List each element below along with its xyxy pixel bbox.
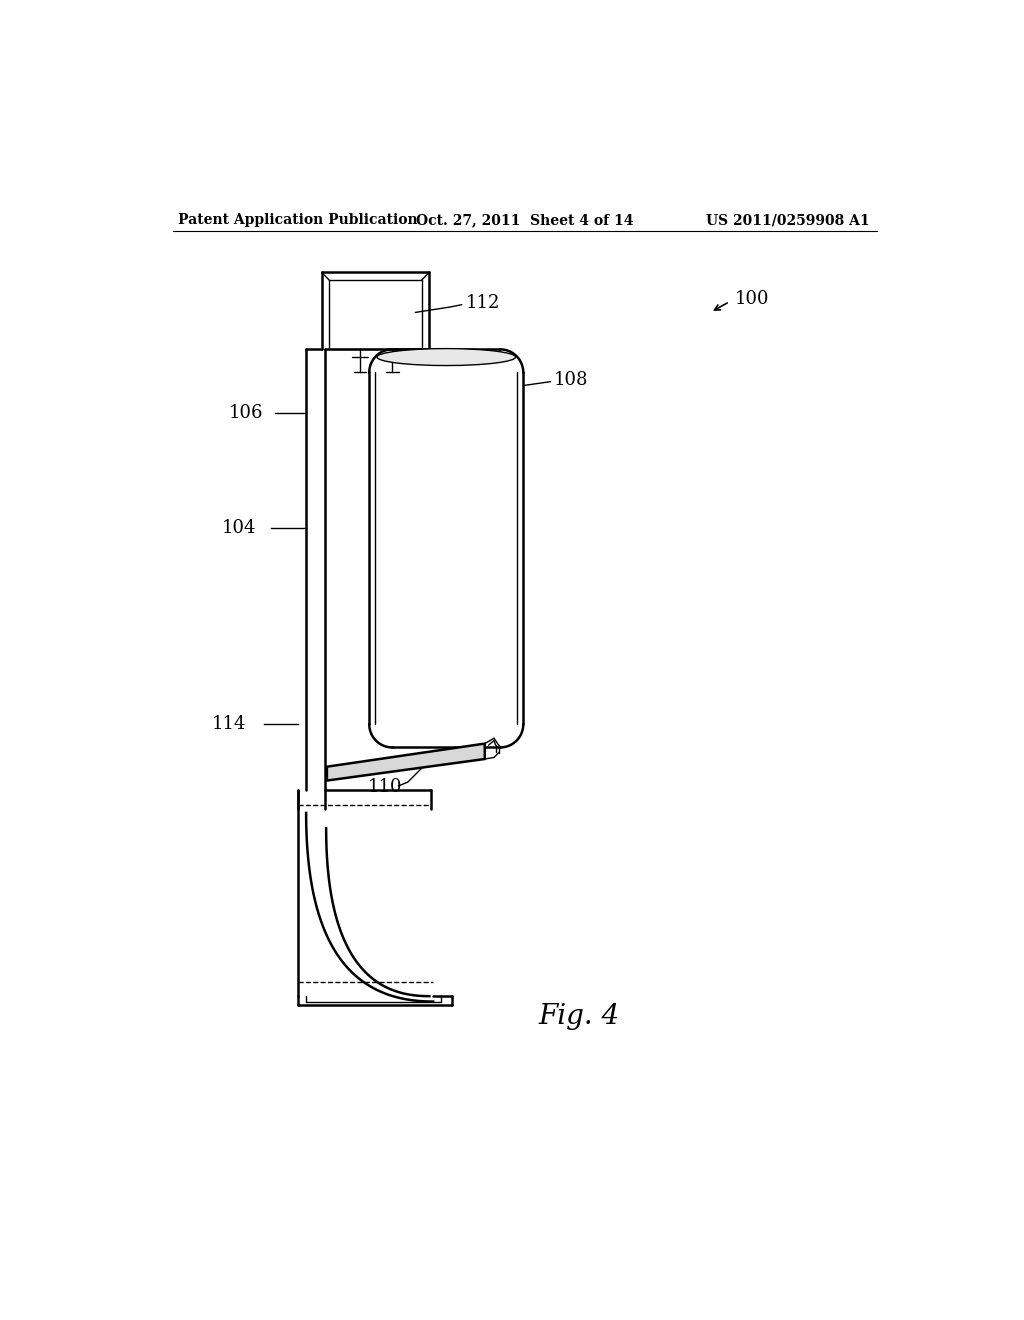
Text: 110: 110 — [368, 779, 402, 796]
Text: 104: 104 — [221, 519, 256, 537]
Text: 100: 100 — [735, 290, 769, 309]
Text: Patent Application Publication: Patent Application Publication — [178, 213, 418, 227]
Text: 114: 114 — [212, 715, 247, 734]
Polygon shape — [327, 743, 484, 780]
Ellipse shape — [377, 348, 515, 366]
Text: US 2011/0259908 A1: US 2011/0259908 A1 — [707, 213, 869, 227]
Text: Oct. 27, 2011  Sheet 4 of 14: Oct. 27, 2011 Sheet 4 of 14 — [416, 213, 634, 227]
Text: Fig. 4: Fig. 4 — [539, 1003, 620, 1031]
Text: 108: 108 — [554, 371, 589, 389]
Text: 106: 106 — [229, 404, 263, 421]
Text: 112: 112 — [466, 294, 500, 312]
